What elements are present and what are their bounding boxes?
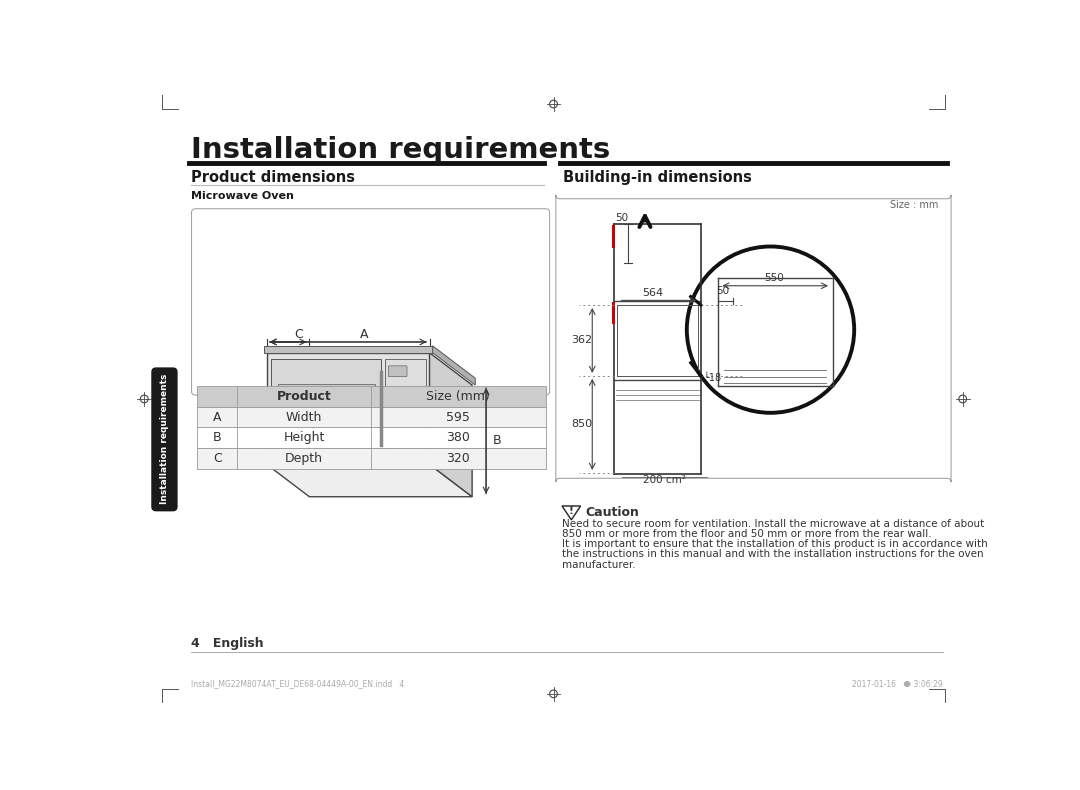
Text: C: C: [213, 452, 221, 465]
Text: B: B: [492, 435, 501, 447]
Bar: [197, 427, 545, 448]
Text: manufacturer.: manufacturer.: [562, 559, 636, 570]
Text: 380: 380: [446, 431, 470, 444]
Text: It is important to ensure that the installation of this product is in accordance: It is important to ensure that the insta…: [562, 540, 988, 550]
Polygon shape: [430, 353, 472, 497]
Text: 320: 320: [446, 452, 470, 465]
Text: Depth: Depth: [285, 452, 323, 465]
Text: A: A: [213, 411, 221, 423]
Text: Microwave Oven: Microwave Oven: [191, 191, 294, 201]
Polygon shape: [433, 346, 475, 385]
Text: Width: Width: [286, 411, 322, 423]
Text: Height: Height: [283, 431, 325, 444]
Text: Size (mm): Size (mm): [427, 389, 490, 403]
Text: A: A: [360, 328, 368, 340]
Circle shape: [687, 246, 854, 413]
Text: 850 mm or more from the floor and 50 mm or more from the rear wall.: 850 mm or more from the floor and 50 mm …: [562, 529, 932, 540]
Text: 595: 595: [446, 411, 470, 423]
Text: 200 cm²: 200 cm²: [643, 475, 686, 485]
FancyBboxPatch shape: [389, 366, 407, 377]
Polygon shape: [267, 353, 430, 465]
Bar: [197, 407, 545, 427]
Text: 550: 550: [765, 273, 784, 283]
Text: C: C: [294, 328, 302, 340]
FancyBboxPatch shape: [556, 195, 951, 482]
Polygon shape: [384, 359, 427, 457]
Text: 850: 850: [571, 419, 592, 429]
Text: Install_MG22M8074AT_EU_DE68-04449A-00_EN.indd   4: Install_MG22M8074AT_EU_DE68-04449A-00_EN…: [191, 679, 404, 688]
Text: 2017-01-16   ☻ 3:06:29: 2017-01-16 ☻ 3:06:29: [852, 679, 943, 688]
Text: Size : mm: Size : mm: [890, 200, 937, 210]
Text: └18: └18: [704, 373, 721, 383]
Text: Product: Product: [276, 389, 332, 403]
Text: 50: 50: [616, 213, 629, 223]
Polygon shape: [267, 465, 472, 497]
Text: 564: 564: [643, 288, 663, 298]
Text: B: B: [213, 431, 221, 444]
Text: the instructions in this manual and with the installation instructions for the o: the instructions in this manual and with…: [562, 550, 984, 559]
Text: !: !: [569, 506, 573, 517]
Polygon shape: [264, 346, 433, 353]
Text: 50: 50: [716, 286, 729, 296]
Bar: [197, 386, 545, 407]
FancyBboxPatch shape: [191, 209, 550, 395]
Text: Installation requirements: Installation requirements: [160, 374, 168, 504]
Text: Caution: Caution: [585, 506, 639, 519]
Text: 4   English: 4 English: [191, 638, 264, 650]
Text: Need to secure room for ventilation. Install the microwave at a distance of abou: Need to secure room for ventilation. Ins…: [562, 520, 984, 529]
Text: Building-in dimensions: Building-in dimensions: [563, 171, 752, 186]
Polygon shape: [271, 359, 381, 457]
Text: Product dimensions: Product dimensions: [191, 171, 355, 186]
Text: 362: 362: [571, 336, 592, 345]
FancyBboxPatch shape: [151, 367, 177, 511]
Text: Installation requirements: Installation requirements: [191, 136, 610, 164]
Bar: [197, 448, 545, 469]
Polygon shape: [278, 384, 375, 450]
